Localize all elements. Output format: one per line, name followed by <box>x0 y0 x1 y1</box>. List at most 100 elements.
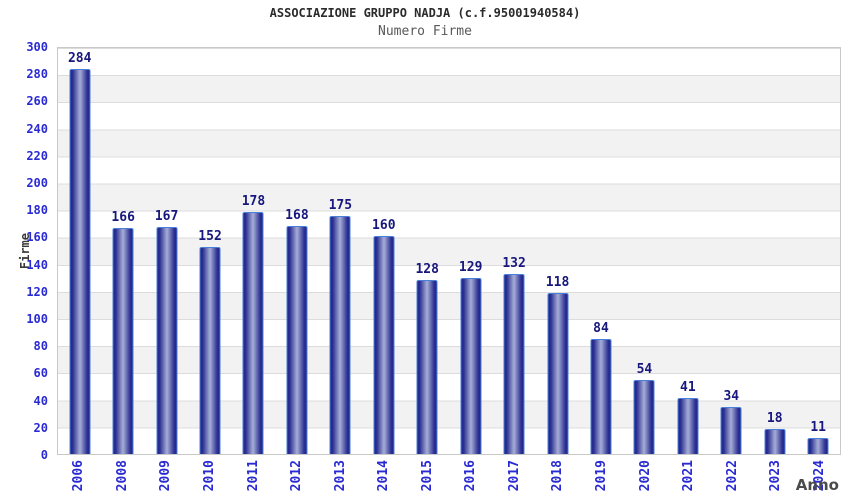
bar-value-label: 152 <box>198 229 222 245</box>
bar-value-label: 54 <box>636 361 653 377</box>
y-tick-label: 220 <box>26 148 48 163</box>
bar <box>373 236 395 454</box>
bar <box>460 278 482 454</box>
chart-subtitle: Numero Firme <box>378 24 472 39</box>
x-tick-cell: 2018 <box>536 460 580 500</box>
bar-value-label: 178 <box>241 194 266 210</box>
bar-slot: 84 <box>579 48 622 454</box>
y-axis-ticks: 300 280 260 240 220 200 180 160 140 120 100 80 60 40 2… <box>0 40 48 462</box>
bar <box>807 438 829 454</box>
y-tick-label: 240 <box>26 121 48 136</box>
bar-slot: 128 <box>406 48 449 454</box>
x-axis-title: Anno <box>795 476 839 494</box>
bar-value-label: 118 <box>545 275 570 291</box>
bar <box>677 397 699 454</box>
bar-slot: 54 <box>623 48 666 454</box>
bar-value-label: 166 <box>111 210 135 226</box>
x-axis-ticks: 2006 2008 2009 2010 2011 2012 2013 2014 2015 2016… <box>57 460 841 500</box>
bar-slot: 168 <box>275 48 318 454</box>
x-tick-label: 2022 <box>724 460 740 492</box>
y-tick-label: 60 <box>33 366 48 381</box>
x-tick-label: 2021 <box>681 460 697 492</box>
x-tick-label: 2012 <box>289 460 305 492</box>
x-tick-cell: 2010 <box>188 460 232 500</box>
bar-slot: 160 <box>362 48 405 454</box>
x-tick-cell: 2011 <box>231 460 275 500</box>
x-tick-label: 2019 <box>594 460 610 492</box>
y-tick-label: 120 <box>26 284 48 299</box>
x-tick-cell: 2006 <box>57 460 101 500</box>
bar-value-label: 34 <box>723 389 740 404</box>
bar <box>242 212 264 454</box>
bar-slot: 167 <box>145 48 188 454</box>
bar-slot: 11 <box>796 48 839 454</box>
y-tick-label: 260 <box>26 94 48 109</box>
x-tick-cell: 2014 <box>362 460 406 500</box>
y-tick-label: 280 <box>26 67 48 82</box>
x-tick-cell: 2020 <box>623 460 667 500</box>
bar-slot: 152 <box>188 48 231 454</box>
bar <box>199 247 221 454</box>
plot-area: 284 166 167 152 178 168 175 160 128 129 132 118 84 54… <box>57 47 841 455</box>
y-tick-label: 20 <box>33 420 48 435</box>
x-tick-label: 2008 <box>114 460 130 492</box>
y-tick-label: 0 <box>40 448 48 462</box>
bar-value-label: 168 <box>285 207 309 223</box>
x-tick-label: 2009 <box>158 460 174 492</box>
bar <box>764 428 786 454</box>
x-tick-cell: 2021 <box>667 460 711 500</box>
y-tick-label: 160 <box>26 230 48 245</box>
x-tick-cell: 2017 <box>493 460 537 500</box>
x-tick-cell: 2008 <box>101 460 145 500</box>
bar <box>633 379 655 454</box>
x-tick-label: 2018 <box>550 460 566 492</box>
y-tick-label: 40 <box>33 393 48 408</box>
bar-value-label: 128 <box>415 261 439 277</box>
x-tick-label: 2020 <box>637 460 653 492</box>
bars-row: 284 166 167 152 178 168 175 160 128 129 132 118 84 54… <box>58 48 840 454</box>
y-tick-label: 300 <box>26 40 48 54</box>
bar-slot: 129 <box>449 48 492 454</box>
y-tick-label: 200 <box>26 175 48 190</box>
x-tick-cell: 2023 <box>754 460 798 500</box>
x-tick-label: 2016 <box>463 460 479 492</box>
bar <box>286 225 308 454</box>
bar <box>112 228 134 454</box>
bar <box>503 274 525 454</box>
bar <box>590 339 612 454</box>
bar-value-label: 175 <box>328 198 353 214</box>
x-tick-label: 2013 <box>332 460 348 492</box>
x-tick-cell: 2009 <box>144 460 188 500</box>
x-tick-cell: 2019 <box>580 460 624 500</box>
bar <box>69 68 91 454</box>
bar <box>156 227 178 454</box>
bar-slot: 18 <box>753 48 796 454</box>
x-tick-cell: 2022 <box>710 460 754 500</box>
y-tick-label: 100 <box>26 311 48 326</box>
x-tick-cell: 2016 <box>449 460 493 500</box>
x-tick-label: 2011 <box>245 460 261 492</box>
bar-slot: 132 <box>492 48 535 454</box>
y-tick-label: 180 <box>26 203 48 218</box>
bar-value-label: 167 <box>154 209 179 224</box>
bar-value-label: 160 <box>372 218 396 234</box>
y-tick-label: 80 <box>33 339 48 354</box>
x-tick-label: 2010 <box>201 460 217 492</box>
x-tick-label: 2015 <box>419 460 435 492</box>
bar-value-label: 284 <box>67 50 92 66</box>
bar <box>720 407 742 454</box>
chart-title: ASSOCIAZIONE GRUPPO NADJA (c.f.950019405… <box>269 6 581 20</box>
bar-slot: 166 <box>101 48 144 454</box>
y-tick-label: 140 <box>26 257 48 272</box>
bar-slot: 178 <box>232 48 275 454</box>
bar <box>329 216 351 454</box>
bar <box>416 279 438 454</box>
bar-value-label: 41 <box>680 379 696 395</box>
x-tick-cell: 2015 <box>406 460 450 500</box>
bar-slot: 34 <box>710 48 753 454</box>
bar-value-label: 132 <box>502 256 526 272</box>
bar-value-label: 84 <box>593 321 609 337</box>
bar-slot: 284 <box>58 48 101 454</box>
x-tick-label: 2014 <box>376 460 392 492</box>
